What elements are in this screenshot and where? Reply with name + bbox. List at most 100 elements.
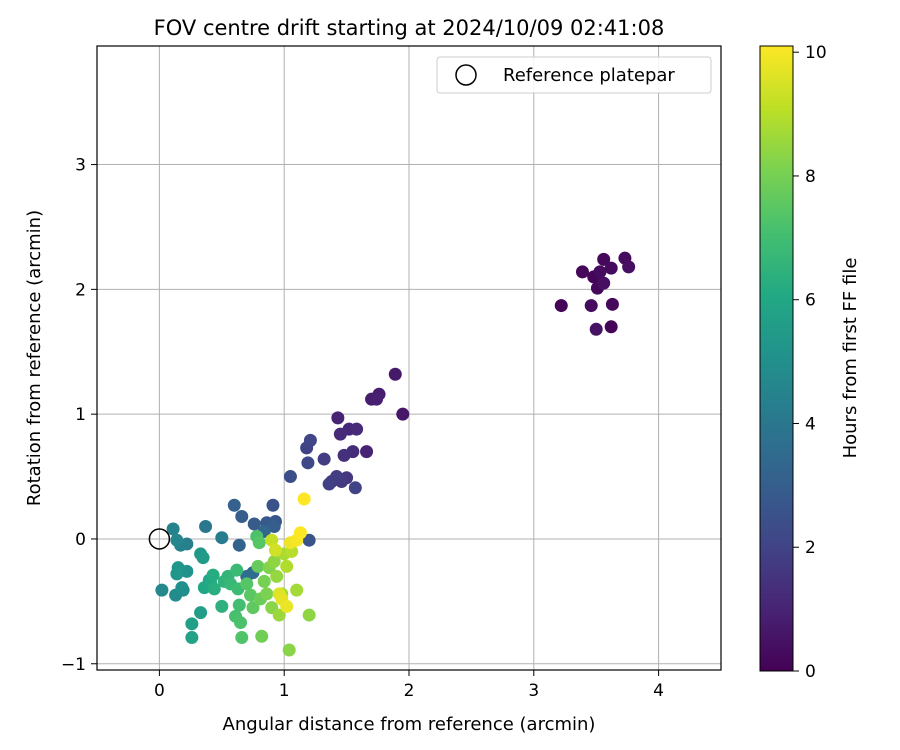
legend-label: Reference platepar	[503, 65, 675, 86]
x-tick-label: 0	[154, 681, 165, 701]
scatter-point	[175, 581, 189, 595]
x-tick-label: 4	[653, 681, 664, 701]
scatter-point	[194, 606, 208, 620]
scatter-point	[302, 608, 316, 622]
scatter-point	[215, 531, 229, 545]
y-tick-label: 3	[75, 156, 86, 176]
scatter-point	[302, 533, 316, 547]
scatter-point	[597, 252, 611, 266]
y-tick-label: −1	[61, 655, 86, 675]
legend-box	[436, 56, 712, 94]
scatter-point	[283, 470, 297, 484]
scatter-point	[333, 427, 347, 441]
scatter-point	[597, 276, 611, 290]
scatter-point	[199, 519, 213, 533]
scatter-point	[265, 533, 279, 547]
scatter-point	[396, 407, 410, 421]
colorbar-tick-label: 0	[805, 662, 816, 682]
scatter-point	[554, 299, 568, 313]
grid-lines	[97, 46, 721, 670]
scatter-point	[293, 526, 307, 540]
scatter-point	[280, 559, 294, 573]
scatter-point	[331, 411, 345, 425]
scatter-point	[185, 631, 199, 645]
scatter-point	[170, 533, 184, 547]
scatter-point	[232, 598, 246, 612]
scatter-point	[280, 599, 294, 613]
x-tick-label: 2	[404, 681, 415, 701]
scatter-point	[303, 433, 317, 447]
scatter-point	[604, 320, 618, 334]
y-tick-label: 1	[75, 405, 86, 425]
scatter-point	[196, 551, 210, 565]
colorbar-ticks: 0 2 4 6 8 10	[793, 43, 827, 682]
scatter-point	[605, 297, 619, 311]
scatter-point	[170, 567, 184, 581]
scatter-point	[251, 559, 265, 573]
scatter-point	[360, 445, 374, 459]
scatter-point	[282, 643, 296, 657]
scatter-point	[584, 299, 598, 313]
axes: 0 1 2 3 4 −1 0 1 2 3	[61, 156, 664, 701]
scatter-point	[272, 608, 286, 622]
scatter-point	[234, 616, 248, 630]
chart-title: FOV centre drift starting at 2024/10/09 …	[154, 16, 665, 40]
scatter-point	[266, 498, 280, 512]
scatter-point	[155, 583, 169, 597]
colorbar-tick-label: 4	[805, 414, 816, 434]
reference-platepar-marker	[148, 528, 171, 550]
scatter-point	[267, 554, 281, 568]
y-tick-label: 2	[75, 280, 86, 300]
y-axis-label: Rotation from reference (arcmin)	[24, 210, 45, 506]
colorbar-gradient	[759, 45, 794, 672]
scatter-point	[290, 583, 304, 597]
scatter-point	[232, 538, 246, 552]
scatter-point	[350, 422, 364, 436]
scatter-point	[252, 536, 266, 550]
plot-frame	[96, 45, 722, 671]
scatter-point	[297, 492, 311, 506]
scatter-point	[301, 456, 315, 470]
legend-marker-open-circle	[455, 64, 477, 86]
scatter-point	[257, 574, 271, 588]
colorbar-tick-label: 8	[805, 167, 816, 187]
scatter-point	[244, 588, 258, 602]
colorbar-label: Hours from first FF file	[840, 258, 861, 459]
scatter-point	[268, 543, 282, 557]
scatter-point	[247, 517, 261, 531]
y-tick-label: 0	[75, 530, 86, 550]
scatter-point	[604, 261, 618, 275]
scatter-point	[166, 522, 180, 536]
scatter-point	[230, 563, 244, 577]
scatter-point	[255, 629, 269, 643]
scatter-point	[593, 265, 607, 279]
scatter-point	[246, 601, 260, 615]
scatter-point	[235, 509, 249, 523]
scatter-point	[388, 367, 402, 381]
colorbar-tick-label: 10	[805, 43, 827, 63]
scatter-point	[240, 577, 254, 591]
scatter-point	[207, 582, 221, 596]
x-tick-label: 1	[279, 681, 290, 701]
scatter-point	[322, 477, 336, 491]
scatter-point	[185, 617, 199, 631]
scatter-point	[589, 322, 603, 336]
scatter-point	[227, 498, 241, 512]
scatter-point	[622, 260, 636, 274]
x-axis-label: Angular distance from reference (arcmin)	[223, 714, 596, 735]
x-tick-label: 3	[528, 681, 539, 701]
scatter-point	[317, 452, 331, 466]
data-points	[148, 251, 636, 657]
scatter-point	[575, 265, 589, 279]
scatter-point	[267, 519, 281, 533]
colorbar: 0 2 4 6 8 10 Hours from first FF file	[759, 43, 861, 682]
legend: Reference platepar	[436, 56, 712, 94]
scatter-point	[215, 599, 229, 613]
scatter-point	[337, 448, 351, 462]
scatter-point	[260, 587, 274, 601]
scatter-point	[348, 481, 362, 495]
scatter-point	[270, 569, 284, 583]
scatter-point	[206, 568, 220, 582]
colorbar-tick-label: 2	[805, 538, 816, 558]
